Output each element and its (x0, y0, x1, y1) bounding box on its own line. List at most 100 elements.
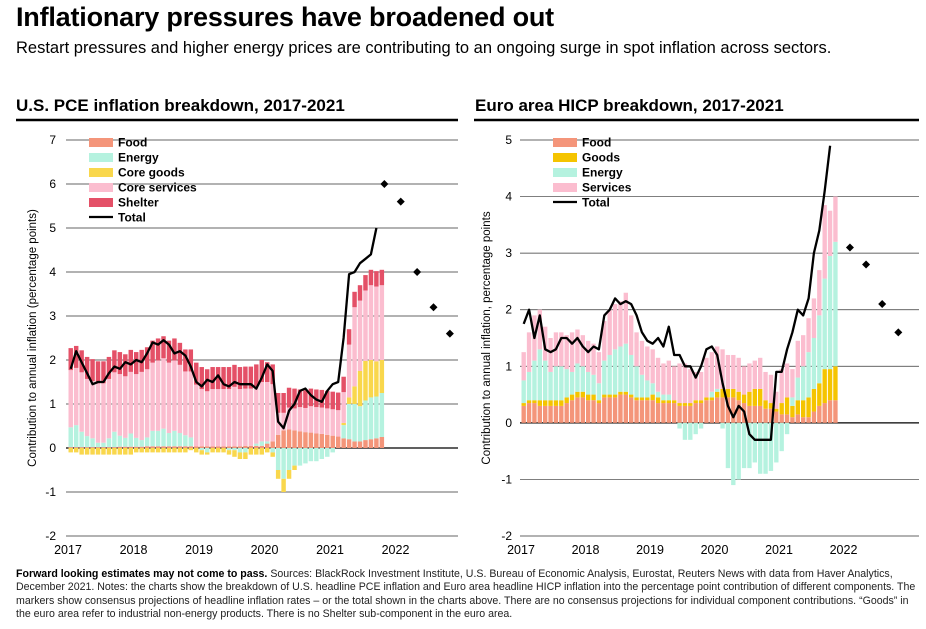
bar-segment-food (123, 446, 128, 448)
bar-segment-shelter (308, 388, 314, 407)
bar-segment-goods (602, 394, 607, 398)
y-tick-label: 2 (49, 353, 56, 367)
bar-segment-core-services (286, 407, 292, 430)
bar-segment-shelter (166, 340, 172, 363)
bar-segment-food (221, 446, 226, 448)
bar-segment-goods (747, 391, 752, 406)
bar-segment-energy (543, 360, 548, 401)
bar-segment-shelter (259, 360, 264, 382)
bar-segment-core-services (144, 369, 150, 438)
bar-segment-core-goods (352, 386, 357, 404)
bar-segment-food (752, 405, 757, 423)
bar-segment-core-services (199, 389, 204, 447)
bar-segment-food (768, 408, 774, 423)
bar-segment-goods (698, 400, 704, 404)
y-tick-label: 5 (49, 221, 56, 235)
bar-segment-shelter (341, 376, 346, 393)
bar-segment-energy (275, 448, 281, 470)
bar-segment-core-goods (248, 448, 254, 455)
bar-segment-core-services (172, 360, 177, 431)
bar-segment-food (161, 446, 166, 448)
bar-segment-goods (553, 400, 559, 406)
bar-segment-energy (286, 448, 292, 470)
bar-segment-core-goods (243, 452, 248, 459)
bar-segment-food (634, 400, 639, 423)
bar-segment-energy (303, 448, 308, 464)
bar-segment-core-services (237, 389, 243, 447)
bar-segment-core-goods (101, 448, 106, 455)
bar-segment-goods (731, 388, 736, 398)
bar-segment-energy (330, 448, 335, 453)
bar-segment-shelter (275, 393, 281, 413)
bar-segment-goods (779, 403, 784, 415)
bar-segment-energy (564, 369, 569, 398)
bar-segment-services (822, 205, 827, 279)
projection-marker (878, 300, 887, 309)
bar-segment-goods (607, 394, 612, 398)
bar-segment-services (596, 352, 602, 384)
bar-segment-energy (73, 425, 79, 448)
bar-segment-food (144, 446, 150, 448)
bar-segment-core-goods (357, 371, 363, 407)
bar-segment-core-goods (139, 448, 144, 453)
bar-segment-goods (639, 397, 645, 401)
bar-segment-services (634, 332, 639, 367)
bar-segment-core-goods (275, 470, 281, 479)
bar-segment-food (709, 400, 714, 423)
bar-segment-food (580, 397, 585, 423)
bar-segment-food (790, 417, 795, 423)
bar-segment-goods (736, 391, 741, 401)
y-tick-label: 1 (505, 359, 512, 373)
y-axis-label: Contribution to annual inflation (percen… (27, 209, 39, 467)
bar-segment-food (106, 447, 112, 448)
bar-segment-food (128, 446, 133, 448)
bar-segment-shelter (194, 362, 199, 385)
bar-segment-food (215, 446, 221, 448)
bar-segment-energy (368, 397, 374, 440)
bar-segment-food (265, 443, 270, 448)
bar-segment-energy (688, 422, 693, 440)
bar-segment-food (68, 447, 73, 448)
bar-segment-energy (226, 448, 232, 451)
bar-segment-energy (822, 278, 827, 370)
bar-segment-core-goods (161, 448, 166, 453)
bar-segment-food (139, 446, 144, 448)
bar-segment-goods (650, 394, 655, 401)
bar-segment-energy (806, 352, 811, 398)
bar-segment-core-goods (221, 448, 226, 453)
bar-segment-food (297, 431, 303, 448)
bar-segment-energy (357, 406, 363, 442)
bar-segment-services (817, 270, 822, 316)
bar-segment-energy (629, 354, 634, 395)
bar-segment-core-goods (281, 478, 286, 492)
bar-segment-energy (623, 343, 628, 392)
bar-segment-shelter (215, 367, 221, 390)
y-tick-label: -1 (45, 485, 56, 499)
bar-segment-shelter (183, 349, 188, 372)
bar-segment-energy (559, 366, 564, 401)
bar-segment-shelter (303, 390, 308, 408)
bar-segment-core-services (368, 285, 374, 360)
bar-segment-shelter (177, 342, 183, 365)
bar-segment-shelter (144, 347, 150, 370)
bar-segment-energy (270, 448, 275, 453)
bar-segment-food (532, 403, 537, 423)
bar-segment-goods (532, 400, 537, 404)
bar-segment-core-services (194, 384, 199, 447)
bar-segment-core-services (128, 371, 133, 434)
bar-segment-core-goods (128, 448, 133, 455)
bar-segment-goods (768, 403, 774, 409)
bar-segment-services (607, 309, 612, 355)
bar-segment-core-services (357, 300, 363, 371)
bar-segment-food (357, 441, 363, 448)
bar-segment-energy (811, 338, 817, 389)
bar-segment-goods (693, 400, 698, 404)
bar-segment-energy (341, 425, 346, 439)
bar-segment-food (150, 446, 155, 448)
bar-segment-food (314, 433, 319, 448)
bar-segment-energy (90, 438, 95, 448)
bar-segment-core-services (117, 374, 123, 436)
bar-segment-core-goods (188, 448, 194, 451)
bar-segment-food (731, 397, 736, 423)
bar-segment-core-goods (79, 448, 84, 455)
